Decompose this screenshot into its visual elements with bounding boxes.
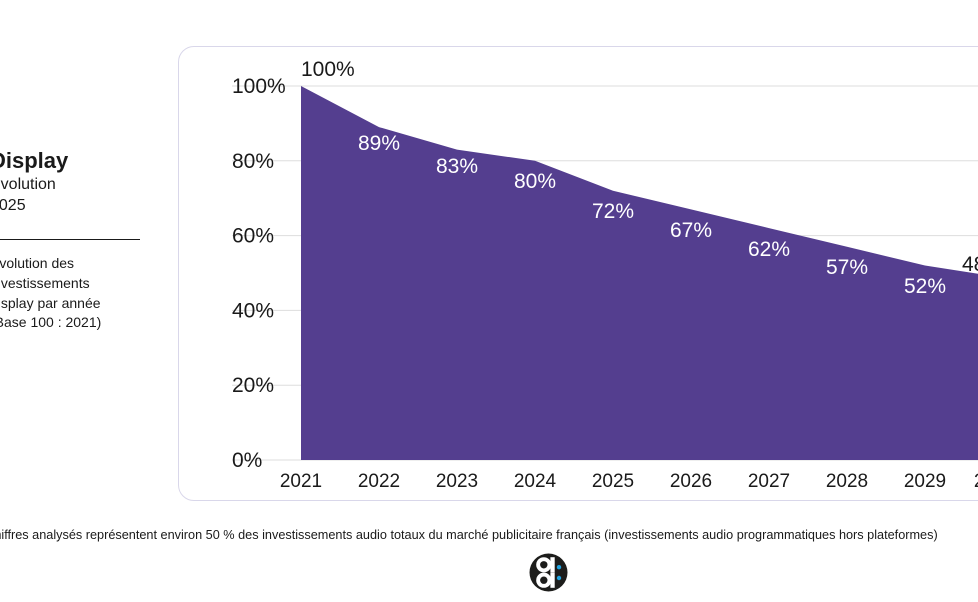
svg-text:2022: 2022 [358, 471, 400, 492]
svg-text:80%: 80% [514, 170, 556, 193]
svg-text:2028: 2028 [826, 471, 868, 492]
svg-text:2023: 2023 [436, 471, 478, 492]
svg-text:20%: 20% [232, 374, 274, 397]
svg-text:67%: 67% [670, 219, 712, 242]
svg-text:2021: 2021 [280, 471, 322, 492]
svg-text:52%: 52% [904, 275, 946, 298]
svg-text:80%: 80% [232, 150, 274, 173]
svg-text:2030: 2030 [974, 471, 978, 492]
svg-text:2025: 2025 [592, 471, 634, 492]
svg-text:2027: 2027 [748, 471, 790, 492]
svg-text:62%: 62% [748, 238, 790, 261]
svg-text:2029: 2029 [904, 471, 946, 492]
svg-text:2024: 2024 [514, 471, 557, 492]
svg-text:48%: 48% [962, 253, 978, 276]
svg-text:0%: 0% [232, 449, 262, 472]
svg-text:83%: 83% [436, 155, 478, 178]
svg-text:2026: 2026 [670, 471, 712, 492]
svg-text:100%: 100% [301, 58, 355, 81]
svg-text:40%: 40% [232, 299, 274, 322]
svg-text:72%: 72% [592, 200, 634, 223]
svg-text:57%: 57% [826, 256, 868, 279]
svg-text:100%: 100% [232, 75, 286, 98]
svg-text:89%: 89% [358, 132, 400, 155]
svg-text:60%: 60% [232, 225, 274, 248]
